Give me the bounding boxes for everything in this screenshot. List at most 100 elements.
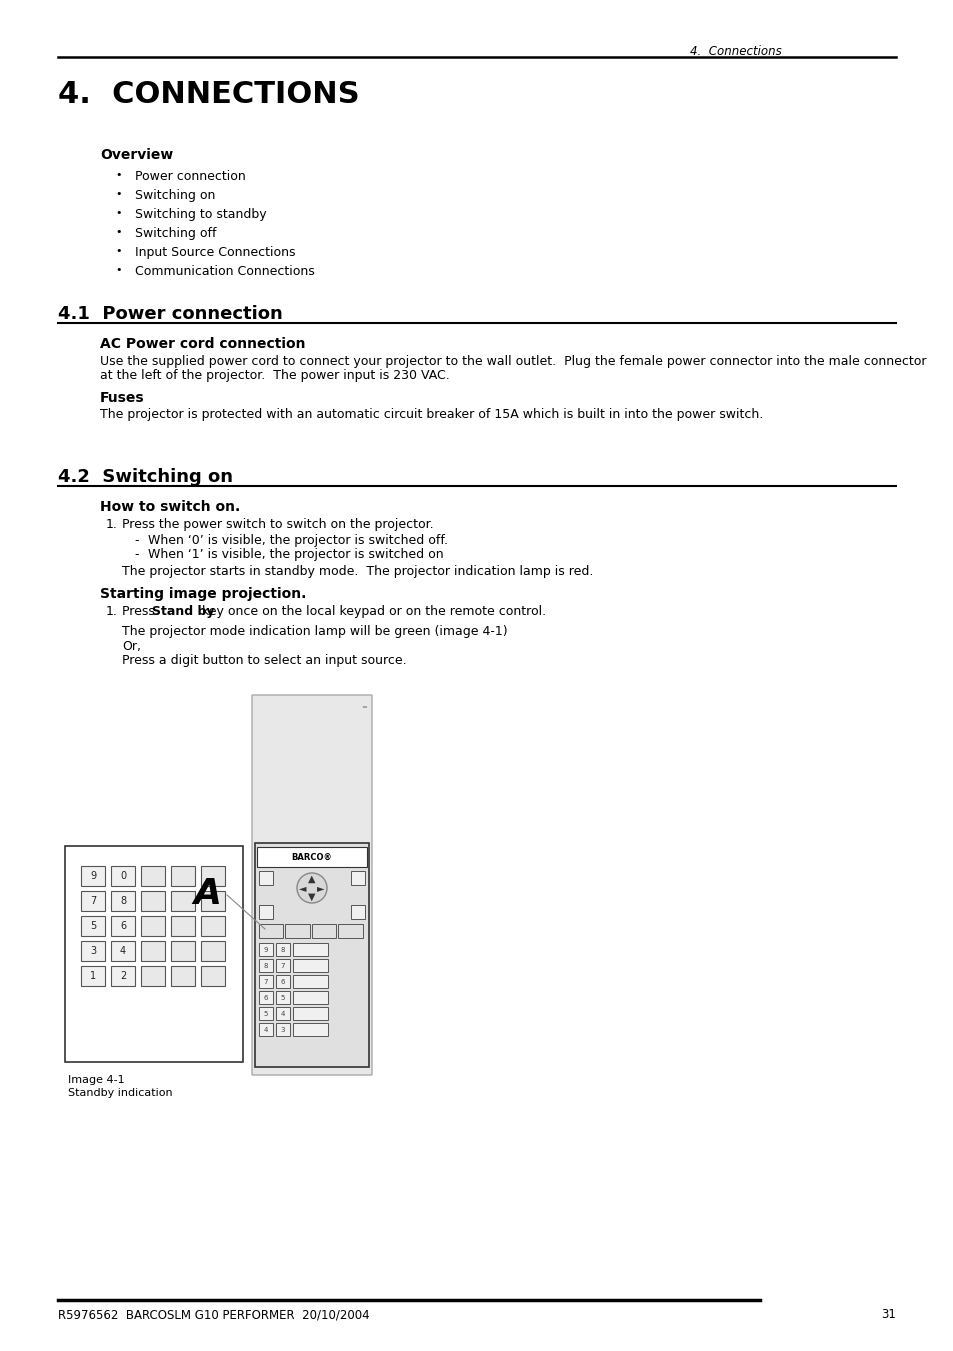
Text: AC Power cord connection: AC Power cord connection xyxy=(100,336,305,351)
Text: 3: 3 xyxy=(90,946,96,957)
Text: Use the supplied power cord to connect your projector to the wall outlet.  Plug : Use the supplied power cord to connect y… xyxy=(100,355,925,367)
Text: A: A xyxy=(193,877,221,911)
Text: =: = xyxy=(360,704,367,711)
Text: ▼: ▼ xyxy=(308,892,315,902)
Text: •: • xyxy=(115,208,121,218)
Text: 2: 2 xyxy=(120,971,126,981)
Bar xyxy=(275,943,290,957)
Bar xyxy=(201,966,225,986)
Text: 4.1  Power connection: 4.1 Power connection xyxy=(58,305,282,323)
Bar xyxy=(293,975,328,988)
Bar xyxy=(111,892,135,911)
Text: When ‘1’ is visible, the projector is switched on: When ‘1’ is visible, the projector is sw… xyxy=(148,549,443,561)
Text: Communication Connections: Communication Connections xyxy=(135,265,314,278)
Text: 5: 5 xyxy=(280,994,285,1001)
Bar xyxy=(258,975,273,988)
Text: 31: 31 xyxy=(881,1308,895,1321)
Text: 8: 8 xyxy=(120,896,126,907)
Bar xyxy=(275,1006,290,1020)
Text: Press a digit button to select an input source.: Press a digit button to select an input … xyxy=(122,654,406,667)
Text: key once on the local keypad or on the remote control.: key once on the local keypad or on the r… xyxy=(198,605,545,617)
Bar xyxy=(258,943,273,957)
Bar xyxy=(141,916,165,936)
Text: 1.: 1. xyxy=(106,517,118,531)
Bar xyxy=(258,924,283,938)
Bar xyxy=(293,992,328,1004)
Text: Press the power switch to switch on the projector.: Press the power switch to switch on the … xyxy=(122,517,434,531)
Text: 9: 9 xyxy=(263,947,268,952)
Bar xyxy=(201,916,225,936)
Bar xyxy=(171,966,194,986)
Text: Standby indication: Standby indication xyxy=(68,1088,172,1098)
Bar xyxy=(171,892,194,911)
Bar xyxy=(275,992,290,1004)
Text: The projector starts in standby mode.  The projector indication lamp is red.: The projector starts in standby mode. Th… xyxy=(122,565,593,578)
Text: •: • xyxy=(115,189,121,199)
Bar xyxy=(81,866,105,886)
Text: 4: 4 xyxy=(280,1011,285,1016)
Bar xyxy=(81,966,105,986)
Bar xyxy=(275,959,290,971)
Text: 7: 7 xyxy=(90,896,96,907)
Text: 5: 5 xyxy=(264,1011,268,1016)
Bar xyxy=(285,924,310,938)
Bar xyxy=(351,905,365,919)
Bar xyxy=(141,966,165,986)
Bar xyxy=(111,966,135,986)
Text: ►: ► xyxy=(317,884,324,893)
Bar xyxy=(338,924,363,938)
Text: •: • xyxy=(115,265,121,276)
Text: Or,: Or, xyxy=(122,640,141,653)
Bar xyxy=(312,924,336,938)
Bar xyxy=(171,916,194,936)
Bar xyxy=(201,892,225,911)
Text: 6: 6 xyxy=(120,921,126,931)
Text: The projector mode indication lamp will be green (image 4-1): The projector mode indication lamp will … xyxy=(122,626,507,638)
Text: When ‘0’ is visible, the projector is switched off.: When ‘0’ is visible, the projector is sw… xyxy=(148,534,448,547)
Text: 7: 7 xyxy=(280,962,285,969)
Text: Image 4-1: Image 4-1 xyxy=(68,1075,125,1085)
Text: 5: 5 xyxy=(90,921,96,931)
Bar xyxy=(81,892,105,911)
Text: 4.  CONNECTIONS: 4. CONNECTIONS xyxy=(58,80,359,109)
Text: 9: 9 xyxy=(90,871,96,881)
Bar xyxy=(275,1023,290,1036)
Bar xyxy=(201,866,225,886)
Text: Overview: Overview xyxy=(100,149,173,162)
Text: 6: 6 xyxy=(280,978,285,985)
Text: 7: 7 xyxy=(263,978,268,985)
Text: at the left of the projector.  The power input is 230 VAC.: at the left of the projector. The power … xyxy=(100,369,449,382)
Text: •: • xyxy=(115,227,121,236)
Bar xyxy=(258,905,273,919)
Bar xyxy=(256,847,367,867)
Text: ◄: ◄ xyxy=(299,884,307,893)
Bar xyxy=(81,916,105,936)
Text: 4.  Connections: 4. Connections xyxy=(689,45,781,58)
Text: -: - xyxy=(133,549,138,561)
Bar xyxy=(81,942,105,961)
Bar xyxy=(141,942,165,961)
Text: BARCO®: BARCO® xyxy=(292,852,332,862)
Bar xyxy=(258,992,273,1004)
Text: Input Source Connections: Input Source Connections xyxy=(135,246,295,259)
Bar xyxy=(201,942,225,961)
Circle shape xyxy=(296,873,327,902)
Bar xyxy=(171,942,194,961)
Text: 0: 0 xyxy=(120,871,126,881)
Bar xyxy=(65,846,243,1062)
Text: Switching off: Switching off xyxy=(135,227,216,240)
Text: Switching to standby: Switching to standby xyxy=(135,208,266,222)
Bar xyxy=(293,959,328,971)
Text: Press: Press xyxy=(122,605,159,617)
Text: 8: 8 xyxy=(280,947,285,952)
Bar xyxy=(293,1006,328,1020)
Text: 6: 6 xyxy=(263,994,268,1001)
Text: Stand by: Stand by xyxy=(152,605,214,617)
Bar xyxy=(351,871,365,885)
Text: 3: 3 xyxy=(280,1027,285,1032)
Bar xyxy=(171,866,194,886)
Bar xyxy=(293,1023,328,1036)
Text: 4: 4 xyxy=(120,946,126,957)
Text: ▲: ▲ xyxy=(308,874,315,884)
Bar xyxy=(111,866,135,886)
